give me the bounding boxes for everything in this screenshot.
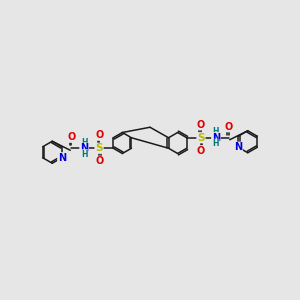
Text: O: O (67, 132, 75, 142)
Text: N: N (234, 142, 242, 152)
Text: O: O (196, 120, 205, 130)
Text: N: N (58, 153, 66, 163)
Text: S: S (95, 143, 103, 153)
Text: N: N (80, 143, 88, 153)
Text: H: H (81, 150, 88, 159)
Text: O: O (225, 122, 233, 132)
Text: O: O (196, 146, 205, 156)
Text: S: S (197, 133, 205, 143)
Text: H: H (212, 139, 219, 148)
Text: H: H (81, 138, 88, 147)
Text: H: H (212, 127, 219, 136)
Text: O: O (95, 156, 103, 166)
Text: N: N (212, 133, 220, 143)
Text: O: O (95, 130, 103, 140)
